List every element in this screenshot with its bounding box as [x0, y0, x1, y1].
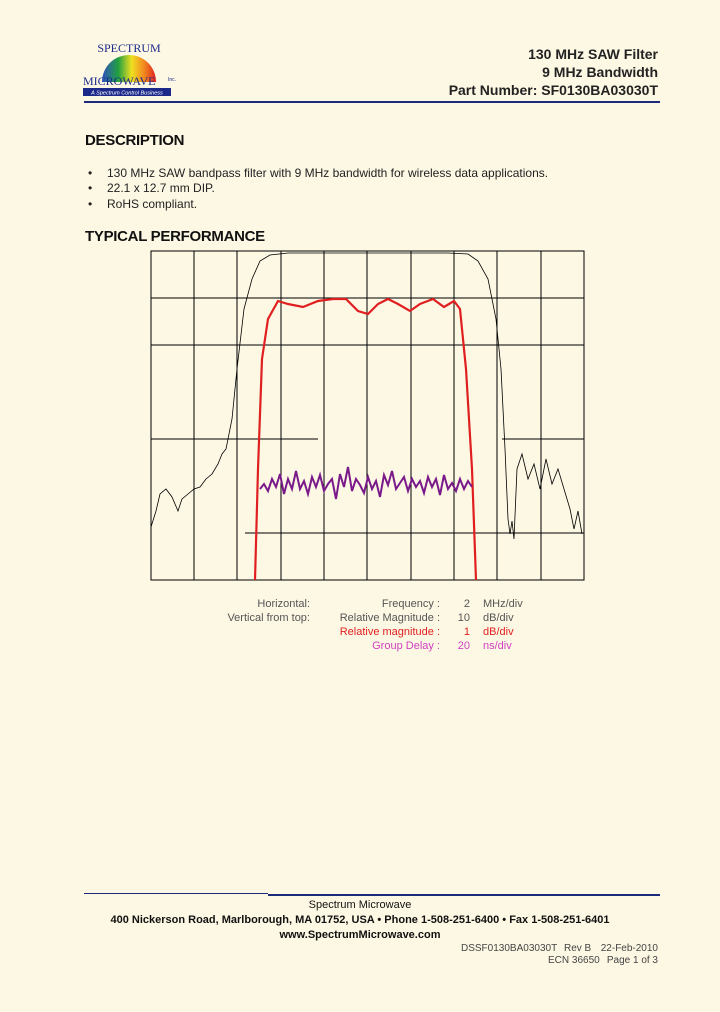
title-line: 9 MHz Bandwidth [542, 64, 658, 80]
scale-value: 1 [463, 626, 470, 638]
bullet-text: RoHS compliant. [107, 197, 198, 211]
scale-unit: dB/div [483, 612, 514, 624]
logo-tagline: A Spectrum Control Business [90, 91, 163, 97]
title-line: Part Number: SF0130BA03030T [448, 82, 658, 98]
scale-name: Relative magnitude : [339, 626, 440, 638]
logo-suffix: Inc. [168, 77, 176, 83]
rule [268, 894, 660, 896]
bullet-text: 22.1 x 12.7 mm DIP. [107, 181, 215, 195]
heading: TYPICAL PERFORMANCE [85, 228, 265, 245]
scale-side: Horizontal: [257, 598, 310, 610]
scale-name: Frequency : [381, 598, 440, 610]
doc-date: 22-Feb-2010 [600, 943, 658, 954]
bullet: • [88, 166, 93, 180]
rule [84, 101, 660, 103]
rule [84, 893, 268, 894]
scale-value: 2 [463, 598, 470, 610]
scale-unit: MHz/div [483, 598, 523, 610]
doc-ecn: ECN 36650 [548, 955, 600, 966]
logo: SPECTRUM MICROWAVE Inc. A Spectrum Contr… [83, 41, 176, 97]
doc-rev: Rev B [564, 943, 592, 954]
bullet: • [88, 197, 93, 211]
title-line: 130 MHz SAW Filter [528, 46, 658, 62]
scale-unit: ns/div [483, 640, 512, 652]
scale-name: Relative Magnitude : [339, 612, 440, 624]
scale-value: 20 [457, 640, 470, 652]
bullet: • [88, 181, 93, 195]
scale-value: 10 [457, 612, 470, 624]
footer-address: 400 Nickerson Road, Marlborough, MA 0175… [110, 914, 610, 926]
plot [150, 250, 585, 581]
bullet-text: 130 MHz SAW bandpass filter with 9 MHz b… [107, 166, 549, 180]
scale-unit: dB/div [483, 626, 514, 638]
doc-number: DSSF0130BA03030T [461, 943, 558, 954]
logo-brand: MICROWAVE [83, 74, 155, 88]
footer-company: Spectrum Microwave [308, 899, 412, 911]
heading: DESCRIPTION [85, 132, 185, 149]
logo-name: SPECTRUM [97, 41, 161, 55]
footer-website: www.SpectrumMicrowave.com [279, 929, 441, 941]
scale-name: Group Delay : [372, 640, 440, 652]
scale-side: Vertical from top: [227, 612, 310, 624]
doc-page: Page 1 of 3 [606, 955, 658, 966]
